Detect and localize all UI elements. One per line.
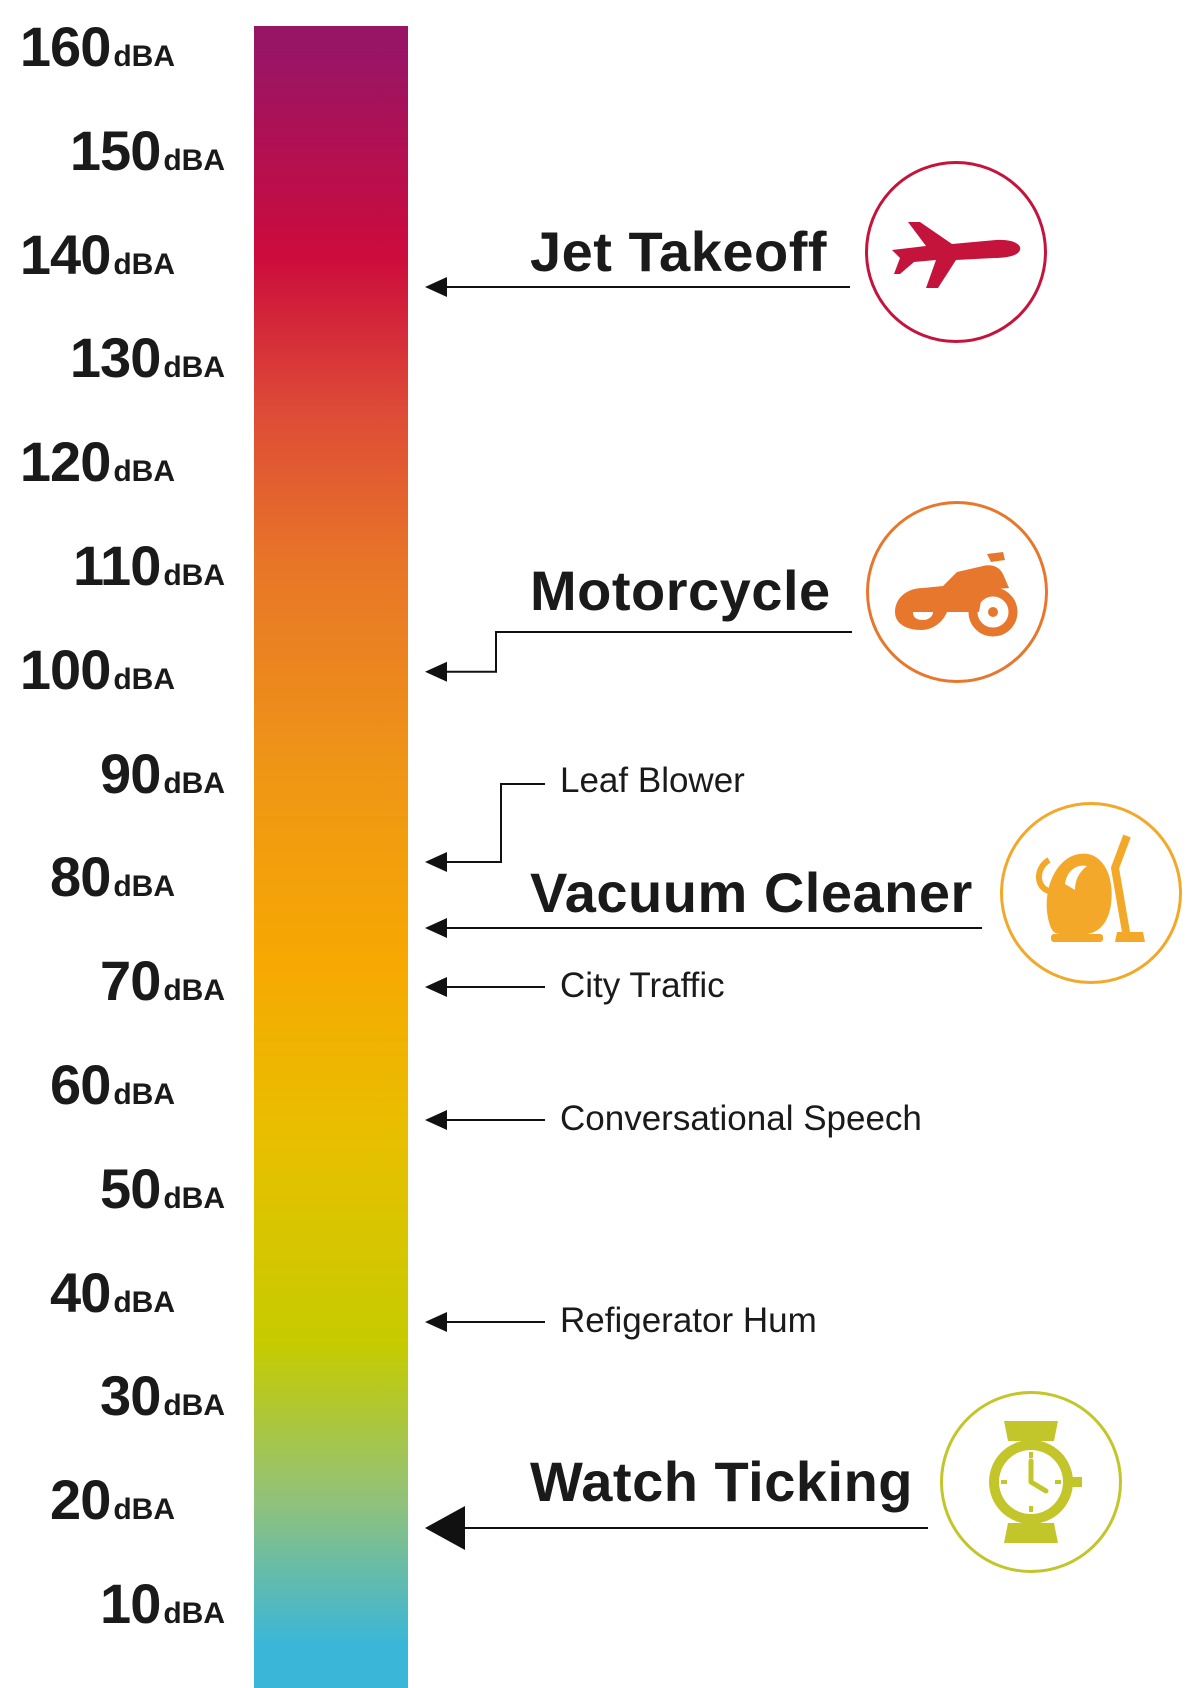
label-leaf-blower: Leaf Blower: [560, 761, 745, 800]
label-city-traffic: City Traffic: [560, 966, 725, 1005]
tick-unit: dBA: [113, 247, 175, 281]
label-watch-ticking: Watch Ticking: [530, 1450, 913, 1513]
tick-unit: dBA: [163, 559, 225, 592]
tick-value: 160: [19, 15, 111, 78]
jet-takeoff-icon-circle: [865, 161, 1047, 343]
tick-unit: dBA: [113, 40, 175, 73]
arrowhead-vacuum-cleaner: [425, 918, 447, 938]
tick-value: 140: [19, 222, 111, 286]
motorcycle-icon-circle: [866, 501, 1048, 683]
tick-value: 110: [73, 534, 161, 597]
tick-unit: dBA: [113, 1078, 175, 1111]
tick-label-100: 100 dBA: [19, 637, 175, 701]
tick-unit: dBA: [163, 1597, 225, 1630]
arrowhead-leaf-blower: [425, 852, 447, 872]
tick-value: 60: [50, 1053, 111, 1116]
arrowhead-conversational-speech: [425, 1110, 447, 1130]
tick-unit: dBA: [113, 662, 175, 696]
label-refigerator-hum: Refigerator Hum: [560, 1301, 817, 1340]
arrowhead-watch-ticking: [425, 1506, 465, 1550]
tick-label-50: 50 dBA: [100, 1156, 225, 1220]
tick-label-110: 110 dBA: [73, 536, 225, 596]
tick-unit: dBA: [163, 974, 225, 1008]
label-vacuum-cleaner: Vacuum Cleaner: [530, 861, 973, 924]
tick-unit: dBA: [113, 1285, 175, 1319]
tick-label-120: 120 dBA: [20, 432, 175, 492]
tick-label-70: 70 dBA: [100, 951, 225, 1011]
leader-line-leaf-blower: [447, 783, 545, 863]
tick-label-150: 150 dBA: [69, 118, 225, 182]
motorcycle-icon: [887, 542, 1027, 642]
tick-label-10: 10 dBA: [100, 1574, 225, 1634]
tick-label-60: 60 dBA: [50, 1055, 175, 1115]
arrowhead-refigerator-hum: [425, 1312, 447, 1332]
tick-value: 150: [69, 118, 161, 182]
tick-label-40: 40 dBA: [50, 1260, 175, 1324]
tick-label-30: 30 dBA: [100, 1366, 225, 1426]
vacuum-cleaner-icon-circle: [1000, 802, 1182, 984]
vacuum-cleaner-icon: [1031, 828, 1151, 958]
tick-unit: dBA: [163, 1389, 225, 1423]
tick-value: 40: [50, 1260, 111, 1324]
tick-label-80: 80 dBA: [50, 847, 175, 907]
leader-line-motorcycle: [447, 631, 852, 673]
tick-value: 10: [100, 1572, 161, 1635]
tick-value: 120: [19, 430, 111, 494]
tick-value: 90: [100, 741, 161, 805]
tick-label-90: 90 dBA: [100, 741, 225, 805]
tick-unit: dBA: [113, 870, 175, 904]
tick-unit: dBA: [163, 1181, 225, 1215]
tick-unit: dBA: [113, 1493, 175, 1527]
tick-unit: dBA: [163, 143, 225, 177]
airplane-icon: [886, 202, 1026, 302]
tick-label-130: 130 dBA: [70, 328, 225, 388]
tick-unit: dBA: [163, 766, 225, 800]
watch-ticking-icon-circle: [940, 1391, 1122, 1573]
arrowhead-city-traffic: [425, 977, 447, 997]
tick-value: 80: [50, 845, 111, 909]
tick-value: 70: [100, 949, 161, 1013]
tick-label-160: 160 dBA: [20, 17, 175, 77]
tick-label-20: 20 dBA: [50, 1470, 175, 1530]
tick-value: 30: [100, 1364, 161, 1428]
tick-value: 50: [100, 1156, 161, 1220]
tick-value: 130: [69, 326, 161, 390]
decibel-gradient-bar: [254, 26, 408, 1688]
arrowhead-motorcycle: [425, 661, 447, 682]
tick-unit: dBA: [163, 351, 225, 385]
arrowhead-jet-takeoff: [425, 277, 447, 297]
tick-value: 20: [50, 1468, 111, 1532]
label-jet-takeoff: Jet Takeoff: [530, 220, 827, 283]
label-motorcycle: Motorcycle: [530, 559, 831, 622]
tick-unit: dBA: [113, 455, 175, 489]
label-conversational-speech: Conversational Speech: [560, 1099, 922, 1138]
tick-value: 100: [19, 637, 111, 701]
wristwatch-icon: [976, 1417, 1086, 1547]
tick-label-140: 140 dBA: [19, 222, 175, 286]
